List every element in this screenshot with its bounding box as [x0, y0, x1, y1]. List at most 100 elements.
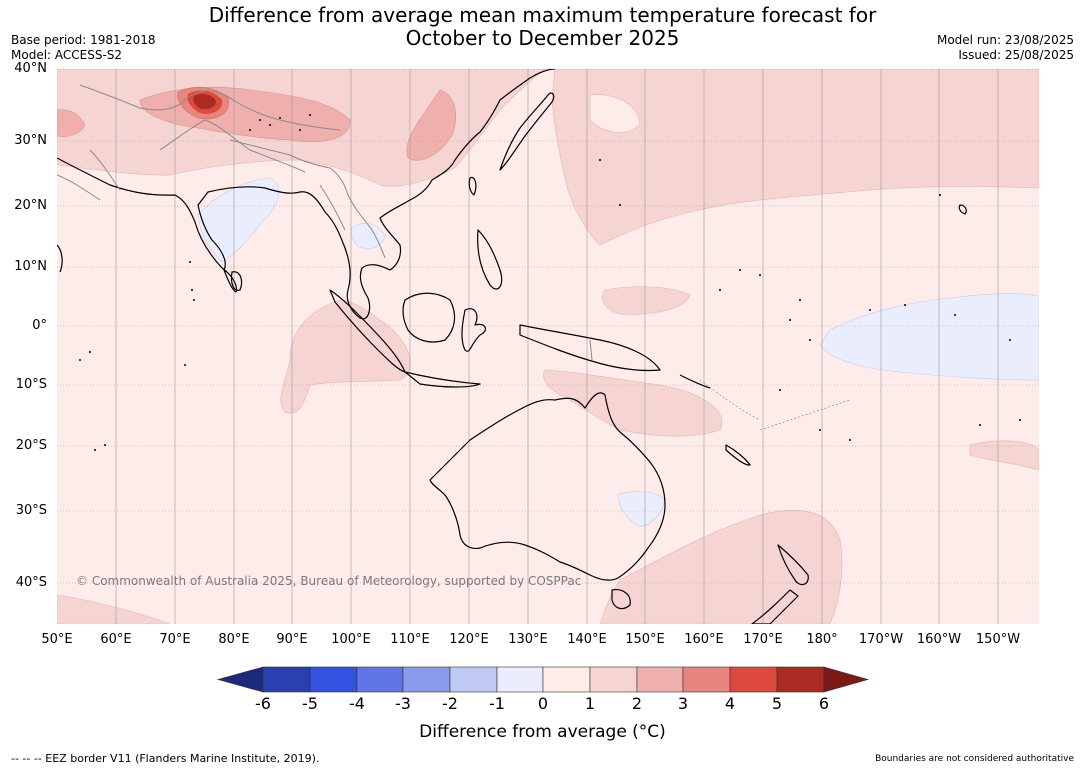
anomaly-2-3-west-asia	[57, 109, 86, 137]
map-title: Difference from average mean maximum tem…	[0, 4, 1085, 50]
anomaly-1-2-north-pacific	[551, 69, 1039, 246]
colorbar-bin-1-2	[589, 666, 638, 693]
coast-solomon	[679, 374, 711, 389]
colorbar-label: Difference from average (°C)	[419, 722, 666, 742]
colorbar-bin-neg4-neg3	[356, 666, 404, 693]
colorbar-tick-0: 0	[537, 694, 549, 713]
coast-hawaii-island	[958, 204, 967, 215]
lon-label-60e: 60°E	[100, 632, 132, 647]
meta-right: Model run: 23/08/2025 Issued: 25/08/2025	[937, 33, 1074, 63]
islands	[79, 114, 1021, 451]
coast-sri-lanka	[230, 271, 243, 291]
lat-label-40s: 40°S	[15, 575, 47, 590]
coast-arabia	[57, 244, 63, 273]
lon-label-80e: 80°E	[218, 632, 250, 647]
lat-label-20s: 20°S	[15, 438, 47, 453]
country-borders	[57, 84, 593, 361]
lon-label-70e: 70°E	[159, 632, 191, 647]
colorbar-bin-neg5-neg4	[309, 666, 358, 693]
lat-label-10n: 10°N	[14, 259, 47, 274]
colorbar-bin-5-6	[776, 666, 825, 693]
anomaly-1-2-coral-sea	[543, 369, 723, 437]
colorbar-tick-5: 5	[771, 694, 783, 713]
coast-new-guinea	[519, 324, 661, 372]
anomaly-neg-queensland	[617, 491, 666, 527]
title-line-1: Difference from average mean maximum tem…	[208, 3, 877, 27]
model-name: Model: ACCESS-S2	[11, 48, 123, 62]
colorbar-tick-2: 2	[631, 694, 643, 713]
eez-legend-note: -- -- -- EEZ border V11 (Flanders Marine…	[11, 752, 320, 765]
colorbar-bin-neg2-neg1	[449, 666, 498, 693]
colorbar-over-arrow	[823, 666, 870, 693]
colorbar-bin-4-5	[729, 666, 778, 693]
lon-label-170e: 170°E	[743, 632, 783, 647]
colorbar-tick-neg4: -4	[349, 694, 365, 713]
colorbar-tick-neg2: -2	[442, 694, 458, 713]
coast-java	[404, 371, 481, 388]
colorbar-tick-1: 1	[584, 694, 596, 713]
copyright-notice: © Commonwealth of Australia 2025, Bureau…	[76, 574, 582, 588]
anomaly-1-2-southwest	[57, 594, 171, 624]
coast-sulawesi	[461, 308, 487, 352]
colorbar-tick-6: 6	[818, 694, 830, 713]
colorbar-bin-2-3	[636, 666, 684, 693]
colorbar-bin-0-1	[542, 666, 591, 693]
anomaly-neg-india	[197, 177, 280, 263]
anomaly-1-2-arabian-sea	[280, 299, 411, 414]
anomaly-field	[57, 69, 1039, 624]
lon-label-100e: 100°E	[331, 632, 371, 647]
coast-asia-mainland	[57, 69, 556, 320]
coast-tasmania	[611, 589, 631, 610]
lon-label-50e: 50°E	[41, 632, 73, 647]
lon-label-140e: 140°E	[567, 632, 607, 647]
colorbar	[216, 666, 870, 693]
graticule	[57, 68, 1039, 624]
lat-label-30s: 30°S	[15, 503, 47, 518]
colorbar-bin-neg1-0	[496, 666, 544, 693]
coast-australia	[429, 392, 666, 581]
lon-label-150e: 150°E	[625, 632, 665, 647]
colorbar-tick-4: 4	[724, 694, 736, 713]
colorbar-tick-3: 3	[677, 694, 689, 713]
lon-label-120e: 120°E	[449, 632, 489, 647]
anomaly-1-2-pacific-east	[601, 286, 691, 315]
lon-label-170w: 170°W	[858, 632, 904, 647]
lat-label-0: 0°	[32, 318, 47, 333]
colorbar-bin-neg3-neg2	[402, 666, 451, 693]
coast-new-caledonia	[725, 444, 751, 466]
colorbar-bin-3-4	[682, 666, 731, 693]
border-central-asia	[79, 84, 341, 131]
colorbar-bin-neg6-neg5	[262, 666, 311, 693]
lat-label-20n: 20°N	[14, 198, 47, 213]
border-west	[57, 149, 121, 201]
border-indochina	[347, 194, 386, 259]
anomaly-neg-indochina	[350, 223, 386, 249]
meta-left: Base period: 1981-2018 Model: ACCESS-S2	[11, 33, 156, 63]
coast-taiwan	[468, 176, 477, 196]
border-png	[589, 339, 593, 361]
border-india	[159, 119, 306, 173]
lon-label-180: 180°	[806, 632, 838, 647]
colorbar-tick-neg6: -6	[255, 694, 271, 713]
lat-label-10s: 10°S	[15, 377, 47, 392]
boundaries-disclaimer: Boundaries are not considered authoritat…	[875, 754, 1074, 764]
lon-label-130e: 130°E	[508, 632, 548, 647]
coast-borneo	[402, 292, 456, 343]
colorbar-tick-neg1: -1	[489, 694, 505, 713]
eez-borders	[699, 379, 851, 431]
lon-label-150w: 150°W	[975, 632, 1021, 647]
model-run: Model run: 23/08/2025	[936, 33, 1074, 47]
lon-label-110e: 110°E	[390, 632, 430, 647]
coast-new-zealand-south	[751, 589, 799, 624]
lon-label-90e: 90°E	[276, 632, 308, 647]
anomaly-1-2-south-pacific	[969, 440, 1039, 471]
colorbar-under-arrow	[216, 666, 264, 693]
anomaly-1-2-tasman	[599, 510, 843, 624]
coast-philippines	[477, 229, 503, 290]
title-line-2: October to December 2025	[405, 26, 680, 50]
coast-new-zealand-north	[777, 544, 809, 586]
lat-label-40n: 40°N	[14, 61, 47, 76]
issued-date: Issued: 25/08/2025	[958, 48, 1074, 62]
lon-label-160w: 160°W	[916, 632, 962, 647]
coast-japan	[499, 92, 555, 171]
